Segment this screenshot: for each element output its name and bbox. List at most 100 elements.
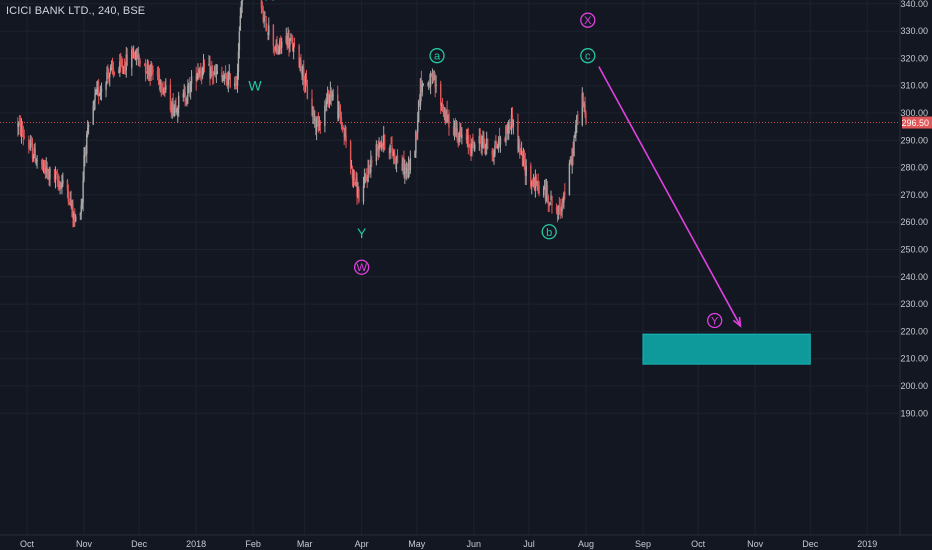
wave-labels[interactable]: X W Y Wa b c X Y xyxy=(248,0,723,329)
candle-body xyxy=(195,75,197,82)
candle-body xyxy=(184,92,186,102)
wave-label-text[interactable]: Y xyxy=(357,225,367,241)
candle-body xyxy=(441,104,444,111)
time-tick-label: Jun xyxy=(467,539,482,549)
candle-body xyxy=(113,71,116,75)
candle-body xyxy=(417,120,419,133)
price-tick-label: 330.00 xyxy=(900,26,928,36)
candle-body xyxy=(318,120,321,127)
candle-body xyxy=(428,81,431,88)
candle-body xyxy=(467,135,469,148)
target-zone-layer[interactable] xyxy=(642,333,811,365)
candle-body xyxy=(288,37,290,48)
wave-label-text[interactable]: a xyxy=(434,51,441,63)
wave-label-text[interactable]: W xyxy=(356,262,367,274)
candle-body xyxy=(406,167,409,178)
candle-body xyxy=(315,118,318,131)
time-tick-label: Jul xyxy=(523,539,535,549)
candle-body xyxy=(408,161,411,172)
candle-body xyxy=(319,122,321,125)
candle-body xyxy=(197,71,199,76)
wave-label-text[interactable]: c xyxy=(585,51,591,63)
candle-body xyxy=(165,85,167,90)
candle-body xyxy=(440,104,443,107)
candle-body xyxy=(493,152,495,157)
candle-body xyxy=(229,73,231,88)
candle-body xyxy=(454,127,457,136)
candle-body xyxy=(175,105,177,113)
candle-body xyxy=(61,184,63,188)
candle-body xyxy=(210,69,212,77)
time-tick-label: Feb xyxy=(245,539,261,549)
candle-body xyxy=(21,128,24,134)
projection-arrow[interactable] xyxy=(598,66,742,327)
candle-body xyxy=(303,68,305,85)
candle-body xyxy=(160,81,162,89)
candle-body xyxy=(560,209,562,211)
candle-body xyxy=(227,76,230,85)
candle-body xyxy=(339,112,342,119)
candle-body xyxy=(453,127,456,137)
candle-body xyxy=(532,180,535,182)
candle-body xyxy=(266,30,268,32)
candle-body xyxy=(416,132,418,134)
candle-body xyxy=(483,136,485,145)
candle-body xyxy=(507,131,509,133)
candle-body xyxy=(29,142,32,149)
candle-body xyxy=(23,137,25,139)
candle-body xyxy=(543,187,546,189)
candle-body xyxy=(174,105,176,109)
wave-label-text[interactable]: W xyxy=(248,78,262,94)
candle-body xyxy=(306,85,309,99)
candle-body xyxy=(265,16,267,31)
candle-body xyxy=(452,126,455,136)
candle-body xyxy=(228,72,230,77)
candle-body xyxy=(555,207,558,211)
wave-label-circle[interactable] xyxy=(580,48,596,64)
candle-body xyxy=(121,64,124,70)
wave-label-circle[interactable] xyxy=(429,48,445,64)
candle-body xyxy=(474,144,476,150)
time-tick-label: Mar xyxy=(297,539,313,549)
wave-label-text[interactable]: b xyxy=(546,227,552,239)
candle-body xyxy=(213,70,216,74)
wave-label-text[interactable]: X xyxy=(584,15,592,27)
candle-body xyxy=(498,136,501,145)
candle-body xyxy=(226,80,229,87)
wave-label-circle[interactable] xyxy=(707,312,723,329)
candle-body xyxy=(72,204,74,219)
candle-body xyxy=(132,49,134,58)
candle-body xyxy=(236,72,239,87)
wave-label-circle[interactable] xyxy=(580,12,596,28)
candle-body xyxy=(494,145,496,154)
candle-body xyxy=(292,44,295,53)
time-axis[interactable]: Oct Nov Dec 2018 Feb Mar Apr May Jun Jul Aug Sep Oct… xyxy=(0,534,932,549)
candle-body xyxy=(481,143,483,147)
target-zone-box[interactable] xyxy=(642,333,811,365)
candle-body xyxy=(280,41,283,48)
wave-label-circle[interactable] xyxy=(541,224,557,240)
projection-arrow-layer[interactable] xyxy=(598,66,742,328)
arrow-head[interactable] xyxy=(732,316,742,328)
candle-body xyxy=(152,69,154,73)
candle-body xyxy=(148,69,150,75)
candle-body xyxy=(81,202,83,205)
candle-body xyxy=(524,160,526,176)
candle-body xyxy=(557,206,560,214)
candle-body xyxy=(305,77,308,86)
candle-body xyxy=(19,120,22,135)
candle-body xyxy=(300,60,302,68)
candle-body xyxy=(83,155,85,180)
candle-body xyxy=(86,127,89,133)
wave-label-text[interactable]: X xyxy=(265,0,275,4)
candle-body xyxy=(157,74,160,76)
candle-body xyxy=(428,82,430,86)
price-axis[interactable]: 190.00 200.00 210.00 220.00 230.00 240.00 250.… xyxy=(899,0,932,535)
candle-body xyxy=(239,15,241,31)
wave-label-text[interactable]: Y xyxy=(711,315,719,327)
wave-label-circle[interactable] xyxy=(353,259,370,275)
candle-body xyxy=(18,122,21,124)
candle-body xyxy=(144,64,147,73)
candle-body xyxy=(20,126,23,136)
